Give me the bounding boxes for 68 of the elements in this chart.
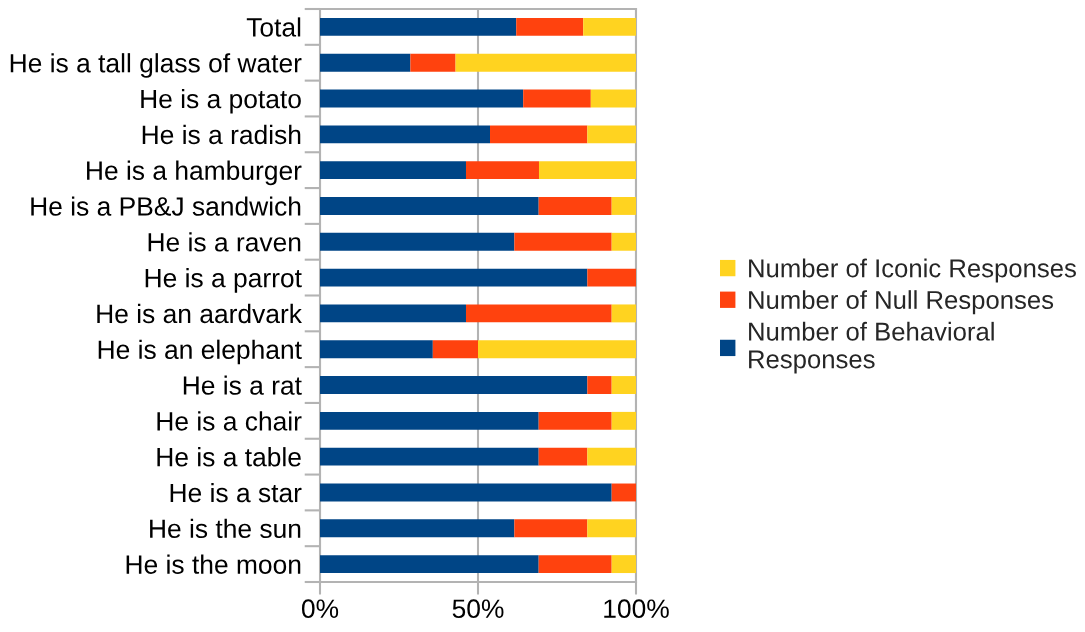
bar [320,161,466,180]
bar [465,304,612,323]
bar [587,376,612,394]
bar [320,268,588,287]
bar [587,268,636,287]
bar [320,53,411,72]
bar [611,304,636,323]
bar [490,125,588,144]
legend-label: Number of Null Responses [749,290,1054,315]
x-tick-label: 100% [604,599,669,619]
y-tick-label: He is a rat [183,375,302,395]
bar [516,17,584,36]
bar [538,555,612,574]
x-tick-label: 50% [452,599,504,619]
bar [523,89,591,108]
bar [514,519,588,538]
bar [611,232,636,251]
bar [320,89,524,108]
y-tick-label: He is a star [170,482,302,503]
y-tick-label: He is the sun [150,518,301,539]
bar [478,340,636,359]
y-tick-label: He is a chair [157,411,302,431]
bar [514,232,612,251]
y-tick-label: He is an aardvark [97,303,302,324]
legend-label: Number of Iconic Responses [749,258,1076,283]
bar [587,519,636,538]
y-tick-label: He is a radish [142,124,301,145]
bar [611,376,636,394]
bar [538,411,612,430]
bar [320,340,433,359]
legend-label: Number of Behavioral Responses [749,321,994,374]
y-tick-label: He is a hamburger [87,160,302,186]
y-tick-label: He is a parrot [145,268,302,293]
y-tick-label: He is an elephant [98,339,302,365]
bar [320,555,539,574]
y-tick-label: He is a PB&J sandwich [31,196,301,216]
bar [320,304,466,323]
bar [538,197,612,215]
bar [611,411,636,430]
bar [320,232,515,251]
bar [320,519,515,538]
bar [320,411,539,430]
bar [320,376,588,394]
bar [538,161,636,180]
bar [611,555,636,574]
bar [587,125,636,144]
bar [587,447,636,466]
y-tick-label: He is a potato [141,88,301,114]
bar [432,340,478,359]
x-tick-label: 0% [301,599,339,619]
bar [583,17,636,36]
bar [320,17,517,36]
bar [410,53,456,72]
y-tick-label: He is the moon [126,554,301,574]
y-tick-label: He is a table [157,447,301,467]
bar [590,89,636,108]
bar [320,447,539,466]
bar [320,197,539,215]
bar [465,161,539,180]
y-tick-label: He is a tall glass of water [10,53,302,78]
bar [611,483,636,502]
bar [320,483,612,502]
y-tick-label: Total [246,17,301,37]
y-tick-label: He is a raven [148,232,301,252]
bar [320,125,491,144]
bar [538,447,588,466]
bar [611,197,636,215]
bar [455,53,636,72]
